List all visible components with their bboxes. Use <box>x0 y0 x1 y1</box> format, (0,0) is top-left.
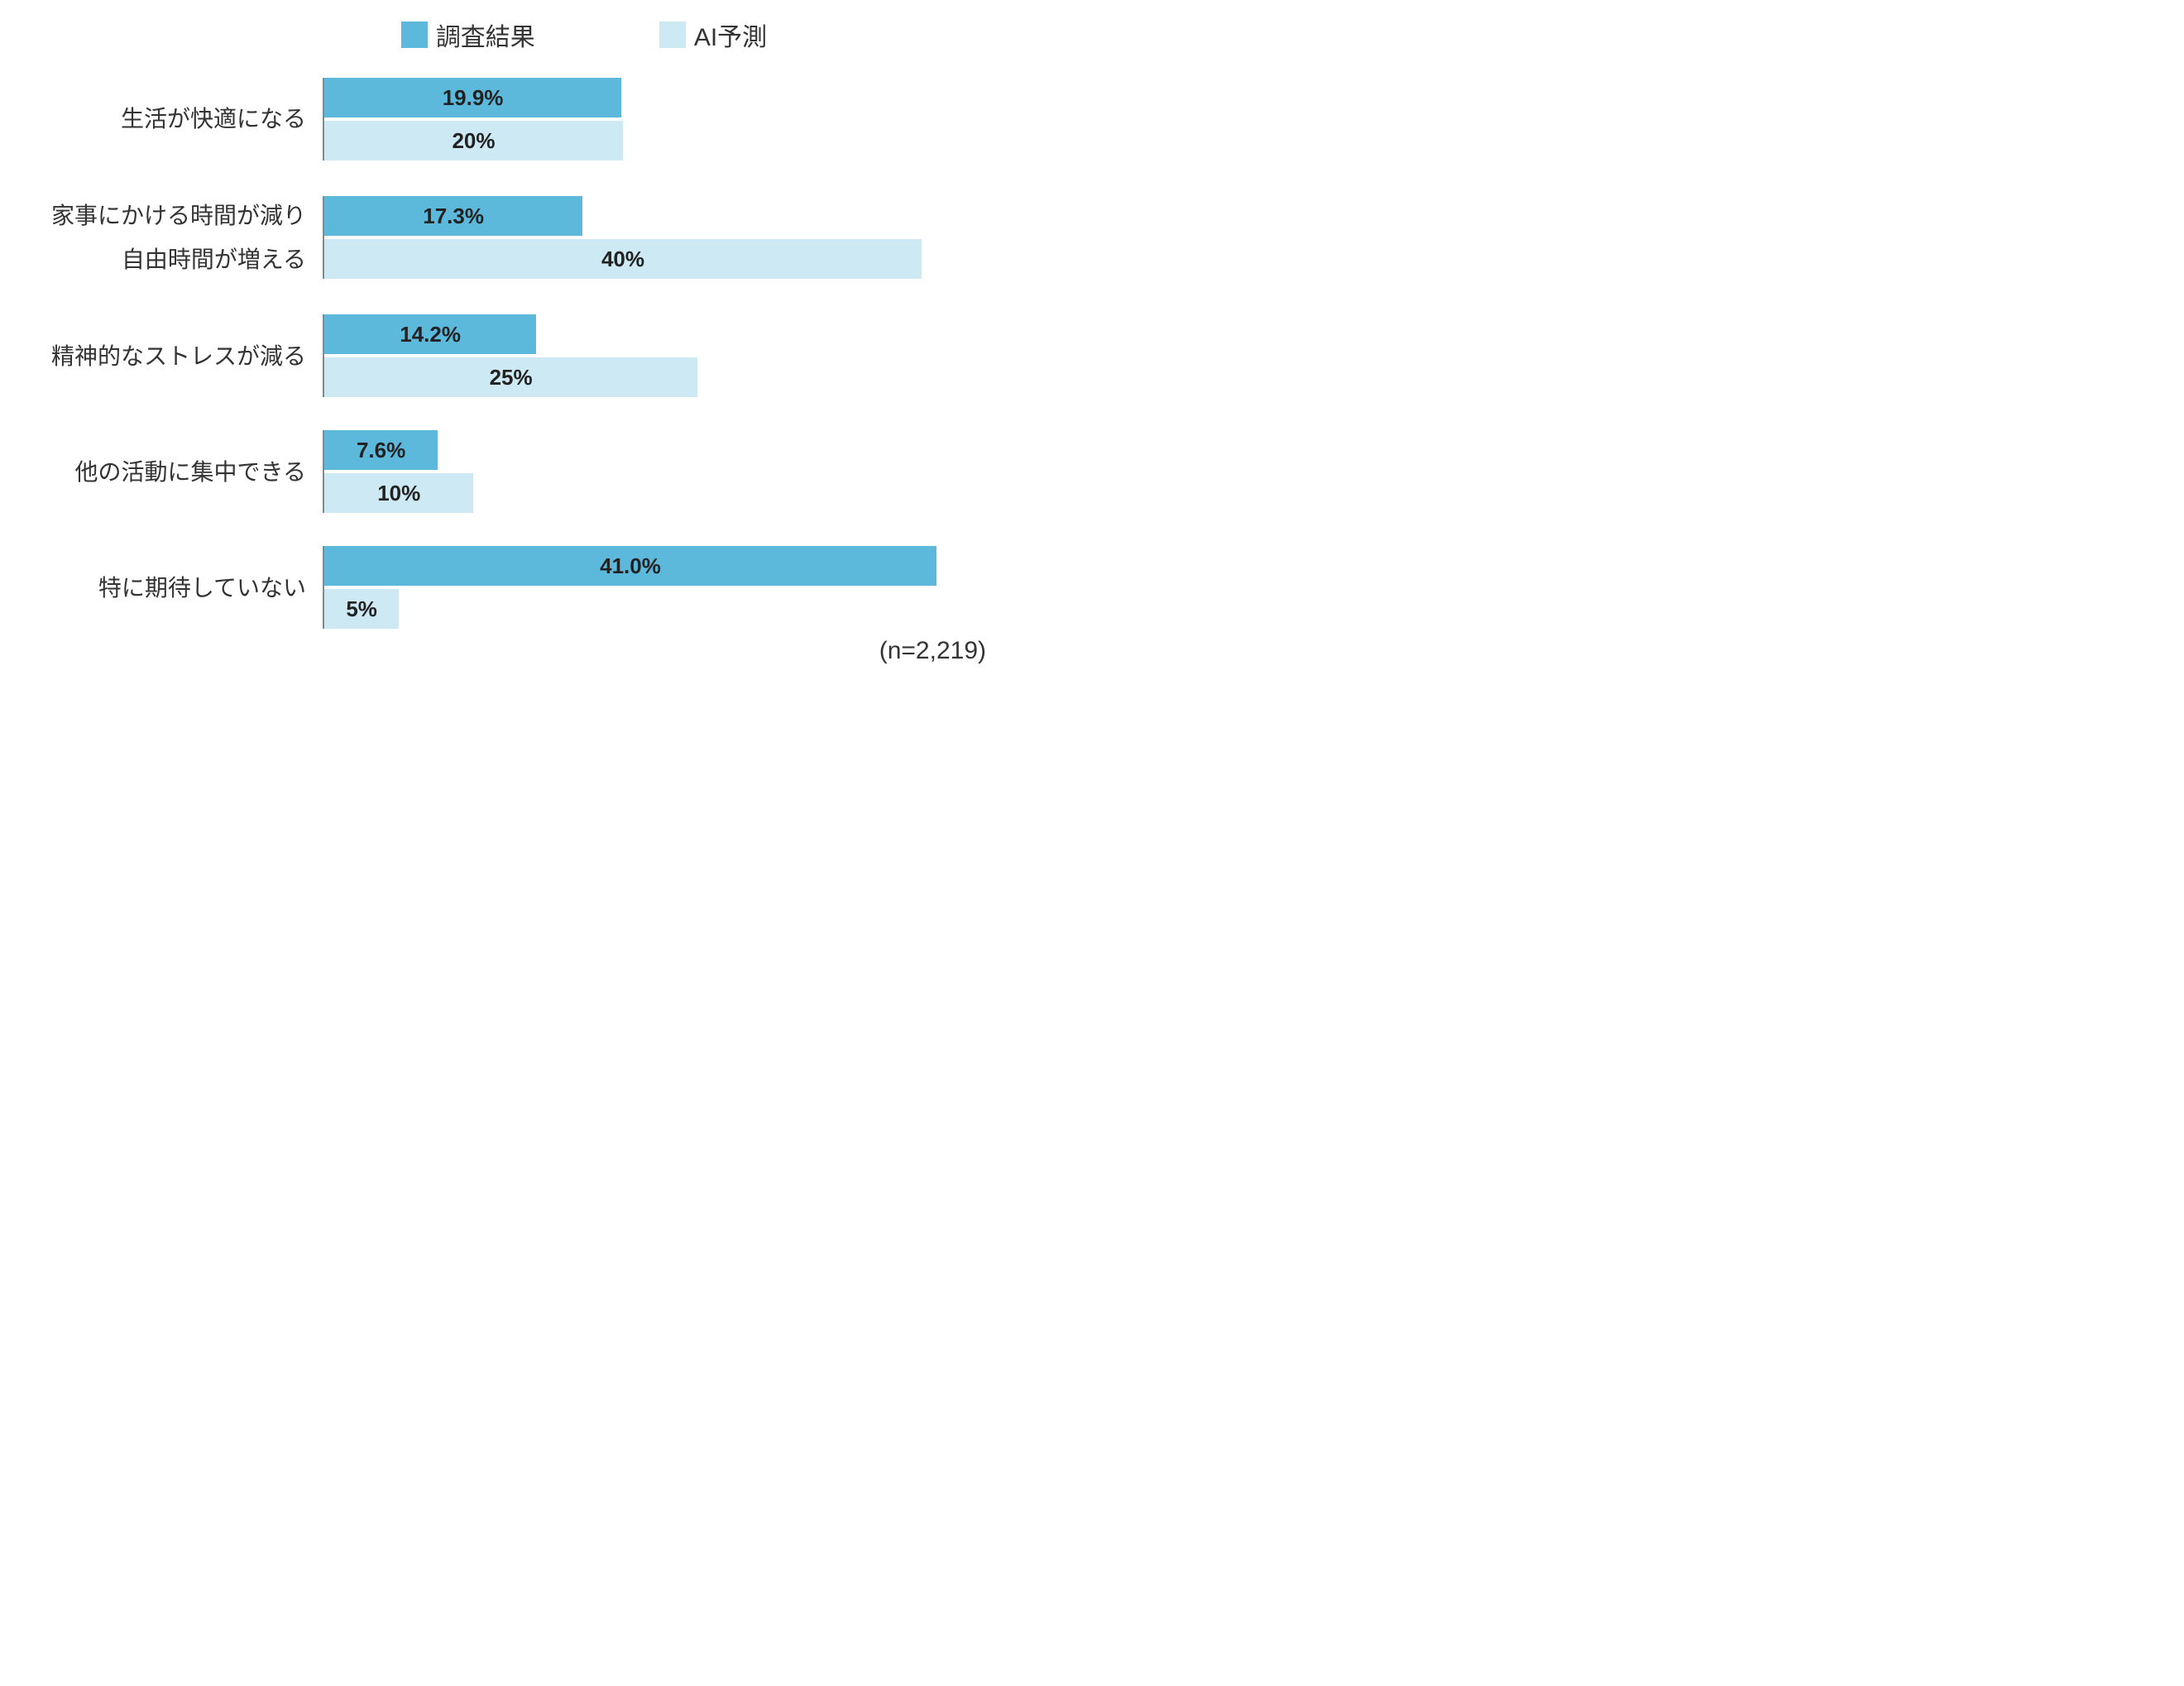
bars-area: 17.3% 40% <box>323 196 986 279</box>
bar-value: 20% <box>452 128 495 154</box>
chart-row: 特に期待していない 41.0% 5% <box>17 546 986 629</box>
bar-survey: 14.2% <box>324 314 536 354</box>
bar-survey: 17.3% <box>324 196 582 236</box>
bar-ai: 20% <box>324 121 623 160</box>
category-label: 生活が快適になる <box>17 97 323 141</box>
bar-value: 17.3% <box>423 204 484 229</box>
legend-item-1: AI予測 <box>659 17 767 53</box>
bar-chart: 調査結果 AI予測 生活が快適になる 19.9% 20% 家事にかける時間が減り自由時間… <box>17 17 986 665</box>
bars-area: 14.2% 25% <box>323 314 986 397</box>
legend-label: AI予測 <box>694 17 767 53</box>
bar-value: 5% <box>346 596 377 622</box>
chart-body: 生活が快適になる19.9%20%家事にかける時間が減り自由時間が増える17.3%… <box>17 78 986 629</box>
bar-value: 10% <box>377 481 420 506</box>
legend: 調査結果 AI予測 <box>17 17 986 53</box>
bar-ai: 25% <box>324 357 697 397</box>
category-label: 特に期待していない <box>17 566 323 610</box>
bar-value: 19.9% <box>443 85 504 111</box>
bar-value: 14.2% <box>400 322 461 347</box>
bar-ai: 10% <box>324 473 473 513</box>
category-label: 他の活動に集中できる <box>17 450 323 494</box>
bars-area: 7.6% 10% <box>323 430 986 513</box>
bar-value: 41.0% <box>600 553 661 579</box>
legend-label: 調査結果 <box>436 17 535 53</box>
legend-swatch <box>659 22 686 48</box>
chart-row: 精神的なストレスが減る 14.2% 25% <box>17 314 986 397</box>
legend-item-0: 調査結果 <box>401 17 535 53</box>
bar-survey: 19.9% <box>324 78 621 117</box>
chart-row: 他の活動に集中できる 7.6% 10% <box>17 430 986 513</box>
bar-survey: 41.0% <box>324 546 936 586</box>
bars-area: 41.0% 5% <box>323 546 986 629</box>
category-label: 家事にかける時間が減り自由時間が増える <box>17 194 323 281</box>
bar-ai: 5% <box>324 589 399 629</box>
bar-value: 7.6% <box>357 438 405 463</box>
category-label: 精神的なストレスが減る <box>17 334 323 378</box>
bar-survey: 7.6% <box>324 430 438 470</box>
legend-swatch <box>401 22 428 48</box>
bar-value: 25% <box>490 365 533 390</box>
bars-area: 19.9% 20% <box>323 78 986 160</box>
bar-value: 40% <box>601 247 644 272</box>
sample-size-note: (n=2,219) <box>17 637 986 665</box>
bar-ai: 40% <box>324 239 922 279</box>
chart-row: 家事にかける時間が減り自由時間が増える 17.3% 40% <box>17 194 986 281</box>
chart-row: 生活が快適になる 19.9% 20% <box>17 78 986 160</box>
chart-rows: 生活が快適になる19.9%20%家事にかける時間が減り自由時間が増える17.3%… <box>17 78 986 629</box>
